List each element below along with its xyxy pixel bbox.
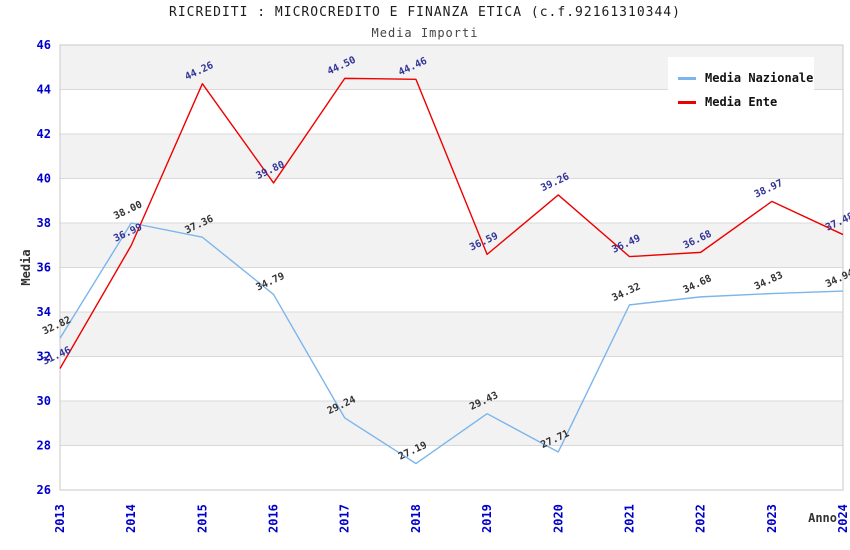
legend-item-media-ente: Media Ente xyxy=(676,90,806,114)
series-line-media-ente xyxy=(59,77,844,369)
legend-swatch-icon xyxy=(678,100,696,104)
y-axis-tick: 44 xyxy=(37,83,51,97)
x-axis-tick: 2017 xyxy=(338,504,352,533)
legend: Media Nazionale Media Ente xyxy=(668,57,814,123)
x-axis-tick: 2013 xyxy=(53,504,67,533)
chart-subtitle: Media Importi xyxy=(371,26,479,40)
x-axis-title: Anno xyxy=(808,511,837,525)
x-axis-tick: 2020 xyxy=(551,504,565,533)
x-axis-tick: 2014 xyxy=(124,504,138,533)
y-axis-tick: 32 xyxy=(37,350,51,364)
x-axis-tick: 2018 xyxy=(409,504,423,533)
grid-band xyxy=(60,223,843,268)
x-axis-tick: 2021 xyxy=(622,504,636,533)
y-axis-tick: 42 xyxy=(37,127,51,141)
y-axis-tick: 26 xyxy=(37,483,51,497)
x-axis-tick: 2023 xyxy=(765,504,779,533)
grid-band xyxy=(60,356,843,401)
y-axis-tick: 40 xyxy=(37,172,51,186)
plot-border xyxy=(59,44,844,491)
legend-item-media-nazionale: Media Nazionale xyxy=(676,66,813,90)
x-axis-tick: 2022 xyxy=(694,504,708,533)
series-line-media-nazionale xyxy=(59,222,844,465)
y-axis-tick: 46 xyxy=(37,38,51,52)
chart-title: RICREDITI : MICROCREDITO E FINANZA ETICA… xyxy=(169,5,681,20)
x-axis-tick: 2015 xyxy=(195,504,209,533)
legend-swatch-icon xyxy=(678,76,696,80)
x-axis-tick: 2024 xyxy=(836,504,850,533)
grid-band xyxy=(60,267,843,312)
y-axis-tick: 30 xyxy=(37,394,51,408)
y-axis-tick: 34 xyxy=(37,305,51,319)
x-axis-tick: 2019 xyxy=(480,504,494,533)
y-axis-tick: 38 xyxy=(37,216,51,230)
y-axis-title: Media xyxy=(19,249,33,285)
y-axis-tick: 28 xyxy=(37,439,51,453)
legend-label: Media Ente xyxy=(705,95,778,109)
legend-label: Media Nazionale xyxy=(705,71,814,85)
grid-band xyxy=(60,312,843,357)
y-axis-tick: 36 xyxy=(37,261,51,275)
grid-band xyxy=(60,178,843,223)
grid-band xyxy=(60,134,843,179)
x-axis-tick: 2016 xyxy=(267,504,281,533)
grid-band xyxy=(60,445,843,490)
